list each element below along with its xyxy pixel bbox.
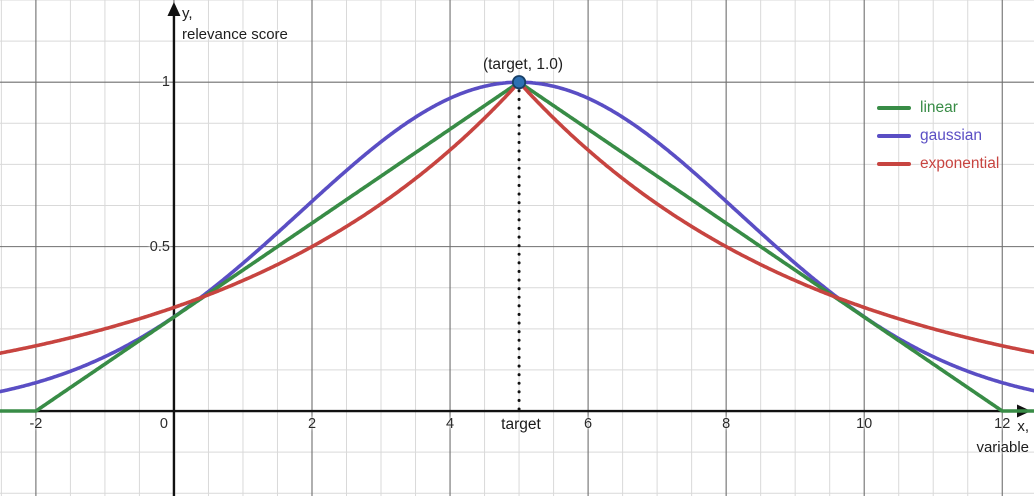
- curve-gaussian: [0, 80, 1034, 394]
- axes: [0, 10, 1022, 496]
- y-axis-arrow: [167, 2, 181, 16]
- target-point[interactable]: [511, 75, 527, 90]
